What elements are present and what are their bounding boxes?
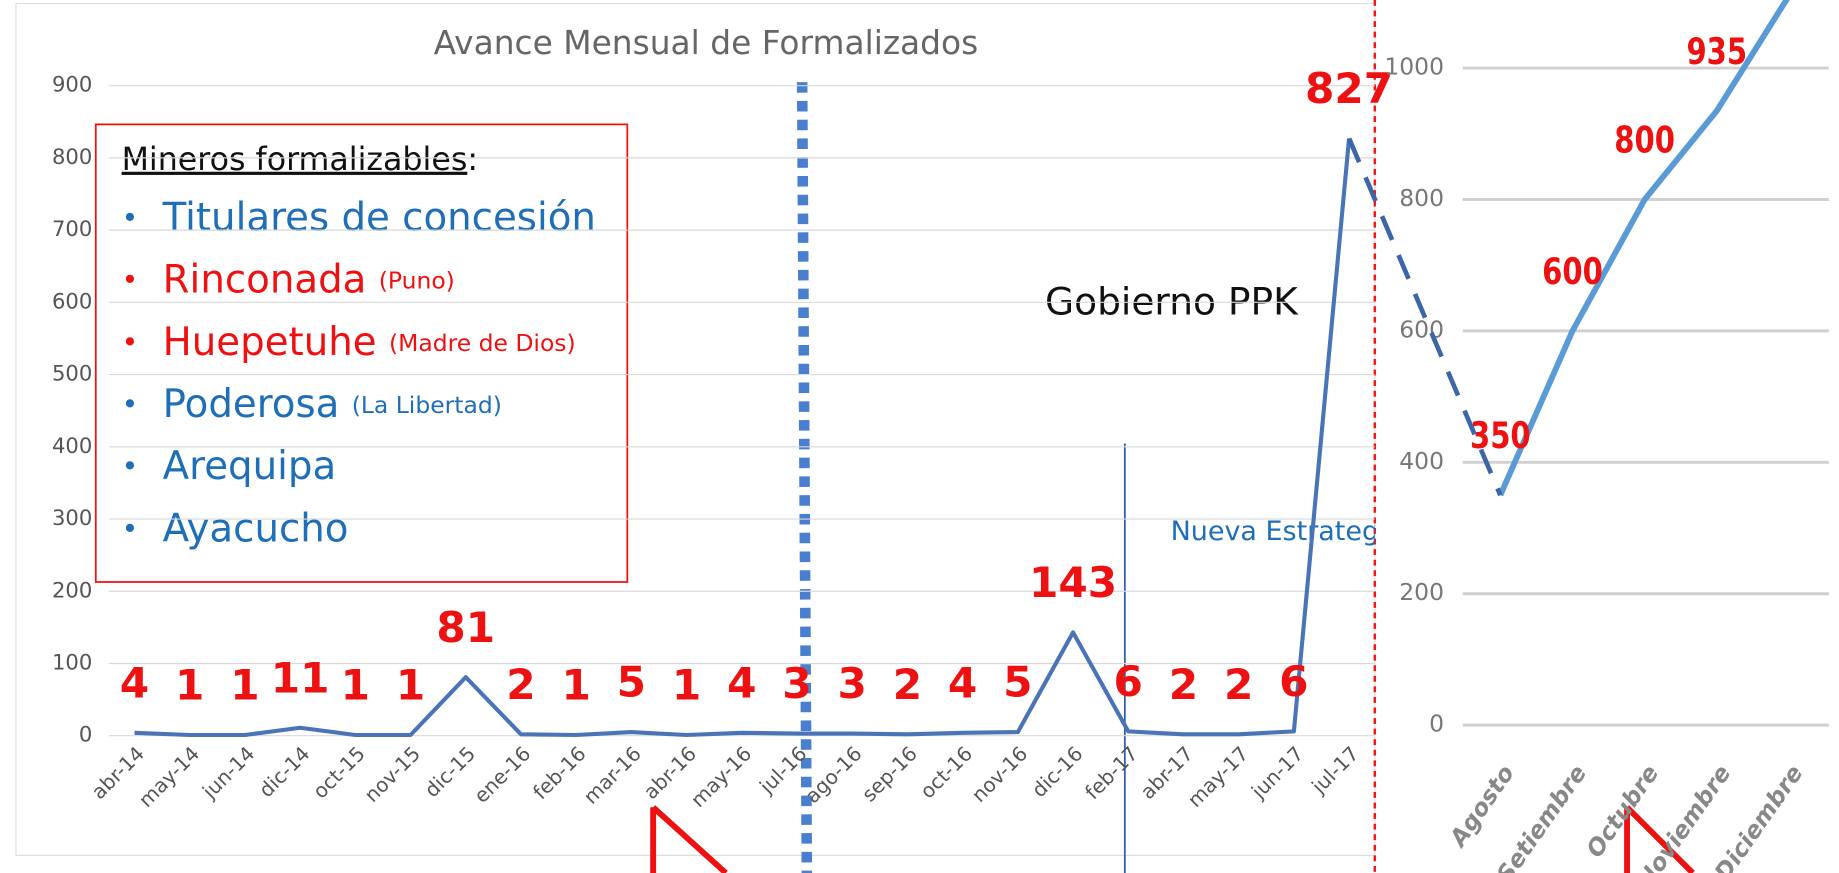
data-label: 1 bbox=[396, 661, 425, 710]
y-tick-label: 200 bbox=[52, 577, 92, 602]
connector bbox=[1346, 137, 1503, 497]
data-label: 1 bbox=[561, 661, 590, 710]
bullet: • bbox=[122, 201, 139, 234]
y-tick-label: 600 bbox=[52, 288, 92, 313]
data-label: 2 bbox=[1169, 660, 1198, 709]
data-label: 5 bbox=[1003, 658, 1032, 707]
text-box-item: Poderosa (La Libertad) bbox=[163, 381, 502, 426]
y-tick-label: 0 bbox=[1429, 710, 1444, 738]
data-label: 827 bbox=[1305, 64, 1393, 113]
text-box-heading: Mineros formalizables: bbox=[122, 142, 478, 178]
text-box-item: Arequipa bbox=[163, 444, 337, 489]
text-box-item: Ayacucho bbox=[163, 506, 349, 551]
item-text: Arequipa bbox=[163, 444, 337, 489]
data-label: 1 bbox=[672, 661, 701, 710]
data-label: 4 bbox=[948, 658, 977, 707]
data-label: 81 bbox=[436, 603, 495, 652]
data-label: 5 bbox=[617, 658, 646, 707]
y-tick-label: 200 bbox=[1399, 578, 1444, 606]
line bbox=[134, 138, 1352, 738]
bullet: • bbox=[122, 264, 139, 297]
bullet: • bbox=[122, 512, 139, 545]
text-box bbox=[94, 123, 629, 583]
divider-dotted bbox=[796, 82, 813, 873]
data-label: 143 bbox=[1029, 558, 1117, 607]
heading: Mineros formalizables bbox=[122, 142, 468, 178]
item-text: Ayacucho bbox=[163, 506, 349, 551]
y-tick-label: 600 bbox=[1399, 315, 1444, 343]
data-label: 1 bbox=[230, 661, 259, 710]
data-label: 600 bbox=[1542, 250, 1603, 293]
data-label: 800 bbox=[1614, 118, 1675, 161]
data-label: 3 bbox=[782, 659, 811, 708]
text-box-item: Rinconada (Puno) bbox=[163, 257, 455, 302]
x-tick-label: Agosto bbox=[1443, 760, 1520, 853]
y-tick-label: 800 bbox=[1399, 184, 1444, 212]
data-label: 935 bbox=[1686, 30, 1747, 73]
y-tick-label: 300 bbox=[52, 505, 92, 530]
y-tick-label: 400 bbox=[1399, 447, 1444, 475]
data-label: 4 bbox=[120, 658, 149, 707]
y-tick-label: 0 bbox=[79, 722, 92, 747]
annotation: Nueva Estrategia bbox=[1171, 516, 1404, 547]
item-text: Poderosa bbox=[163, 381, 340, 426]
data-label: 1 bbox=[175, 661, 204, 710]
item-text: Titulares de concesión bbox=[162, 195, 596, 240]
y-tick-label: 500 bbox=[52, 361, 92, 386]
y-tick-label: 400 bbox=[52, 433, 92, 458]
heading-suffix: : bbox=[467, 142, 478, 178]
data-label: 4 bbox=[727, 658, 756, 707]
bullet: • bbox=[122, 450, 139, 483]
item-note: (La Libertad) bbox=[352, 390, 502, 418]
y-tick-label: 900 bbox=[52, 72, 92, 97]
y-tick-label: 800 bbox=[52, 144, 92, 169]
annotation: Gobierno PPK bbox=[1045, 279, 1299, 323]
data-label: 2 bbox=[1224, 660, 1253, 709]
chart-title: Avance Mensual de Formalizados bbox=[434, 24, 979, 62]
data-label: 11 bbox=[271, 653, 330, 702]
data-label: 6 bbox=[1279, 657, 1308, 706]
y-tick-label: 1000 bbox=[1384, 53, 1444, 81]
text-box-item: Huepetuhe (Madre de Dios) bbox=[163, 319, 576, 364]
item-text: Rinconada bbox=[163, 257, 367, 302]
data-label: 2 bbox=[893, 660, 922, 709]
item-note: (Puno) bbox=[379, 266, 455, 294]
data-label: 350 bbox=[1470, 414, 1531, 457]
data-label: 2 bbox=[506, 660, 535, 709]
item-text: Huepetuhe bbox=[163, 319, 377, 364]
bullet: • bbox=[122, 388, 139, 421]
text-box-item: Titulares de concesión bbox=[162, 195, 596, 240]
line bbox=[1497, 0, 1790, 497]
data-label: 6 bbox=[1114, 657, 1143, 706]
y-tick-label: 700 bbox=[52, 216, 92, 241]
data-label: 1 bbox=[341, 661, 370, 710]
arrow-decoration bbox=[650, 805, 1695, 873]
data-label: 3 bbox=[838, 659, 867, 708]
item-note: (Madre de Dios) bbox=[389, 328, 576, 356]
bullet: • bbox=[122, 326, 139, 359]
y-tick-label: 100 bbox=[52, 649, 92, 674]
